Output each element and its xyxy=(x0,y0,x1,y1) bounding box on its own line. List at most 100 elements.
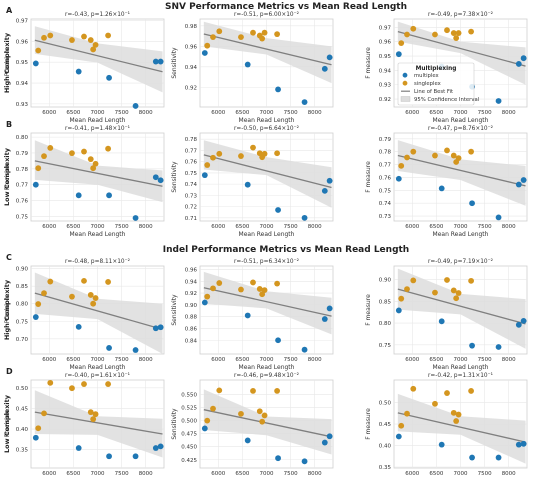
singleplex-point xyxy=(404,31,410,38)
y-tick-label: 0.74 xyxy=(185,182,198,188)
x-tick-label: 6500 xyxy=(429,471,443,477)
x-tick-label: 7000 xyxy=(454,110,468,116)
singleplex-point xyxy=(92,295,99,301)
x-tick-label: 6000 xyxy=(211,110,225,116)
singleplex-point xyxy=(250,144,256,151)
x-tick-label: 8000 xyxy=(502,110,516,116)
y-tick-label: 0.96 xyxy=(185,267,198,273)
panel-a-f-measure: 0.92 0.93 0.94 0.95 0.96 0.97 6000 6500 7000 7500… xyxy=(365,11,528,124)
legend-singleplex-swatch xyxy=(402,80,408,86)
x-axis-label: Mean Read Length xyxy=(433,231,489,238)
panel-letter: B xyxy=(6,120,12,129)
y-tick-label: 0.93 xyxy=(16,102,29,108)
multiplex-point xyxy=(75,445,82,451)
panel-b-precision: 0.75 0.76 0.77 0.78 0.79 0.80 6000 6500 7000 7500… xyxy=(3,120,165,238)
x-tick-label: 7000 xyxy=(91,357,105,363)
multiplex-point xyxy=(157,177,164,184)
stat-label: r=-0.40, p=1.61×10⁻¹ xyxy=(65,372,130,379)
y-tick-label: 0.79 xyxy=(16,151,29,157)
panel-b-f-measure: 0.73 0.74 0.75 0.76 0.77 0.78 0.79 6000 6500 7000… xyxy=(365,125,528,238)
multiplex-point xyxy=(495,454,502,461)
x-tick-label: 6500 xyxy=(429,224,443,230)
x-tick-label: 7000 xyxy=(260,357,274,363)
multiplex-point xyxy=(32,314,39,320)
confidence-band xyxy=(397,268,526,349)
best-fit-line xyxy=(34,292,163,330)
x-tick-label: 6500 xyxy=(66,224,80,230)
multiplex-point xyxy=(244,312,251,319)
y-tick-label: 0.92 xyxy=(185,85,197,91)
singleplex-point xyxy=(47,32,54,39)
singleplex-point xyxy=(453,295,460,302)
x-axis-label: Mean Read Length xyxy=(239,231,295,238)
singleplex-point xyxy=(432,152,438,159)
x-tick-label: 6500 xyxy=(235,110,249,116)
singleplex-point xyxy=(410,385,417,392)
multiplex-point xyxy=(395,175,402,182)
singleplex-point xyxy=(210,154,216,161)
y-tick-label: 0.425 xyxy=(181,458,197,464)
y-tick-label: 0.40 xyxy=(16,427,29,433)
singleplex-point xyxy=(87,156,94,163)
y-tick-label: 0.73 xyxy=(379,214,392,220)
singleplex-point xyxy=(238,34,244,41)
x-tick-label: 8000 xyxy=(308,357,322,363)
multiplex-point xyxy=(106,345,112,351)
singleplex-point xyxy=(69,293,75,300)
y-tick-label: 0.96 xyxy=(185,44,198,50)
multiplex-point xyxy=(520,55,527,62)
panel-c-sensitivity: 0.84 0.86 0.88 0.90 0.92 0.94 0.96 6000 6500 7000… xyxy=(171,258,334,371)
confidence-band xyxy=(203,271,332,335)
stat-label: r=-0.41, p=1.48×10⁻¹ xyxy=(65,125,130,132)
singleplex-point xyxy=(90,300,97,307)
y-axis-label: F measure xyxy=(365,47,372,79)
best-fit-line xyxy=(397,31,526,67)
x-tick-label: 8000 xyxy=(139,110,153,116)
panel-d-precision: 0.35 0.40 0.45 0.50 6000 6500 7000 7500 8000 r=-0… xyxy=(3,367,165,477)
x-tick-label: 6500 xyxy=(235,357,249,363)
y-tick-label: 0.75 xyxy=(379,188,392,194)
y-tick-label: 0.45 xyxy=(379,422,392,428)
confidence-band xyxy=(397,140,526,206)
multiplex-point xyxy=(469,200,475,207)
y-tick-label: 0.76 xyxy=(185,160,198,166)
singleplex-point xyxy=(274,280,281,287)
multiplex-point xyxy=(132,347,139,353)
confidence-band xyxy=(397,393,526,464)
singleplex-point xyxy=(261,287,268,294)
singleplex-point xyxy=(69,385,75,392)
singleplex-point xyxy=(41,410,47,417)
y-tick-label: 0.77 xyxy=(379,163,392,169)
x-tick-label: 6500 xyxy=(66,110,80,116)
multiplex-point xyxy=(106,453,112,460)
legend-item-label: multiplex xyxy=(414,73,439,79)
y-tick-label: 0.500 xyxy=(181,419,197,425)
y-tick-label: 0.40 xyxy=(379,444,392,450)
y-tick-label: 0.85 xyxy=(379,299,392,305)
row-label: High Complexity xyxy=(3,279,11,340)
singleplex-point xyxy=(404,286,410,293)
y-tick-label: 0.97 xyxy=(16,18,29,24)
y-tick-label: 0.76 xyxy=(379,175,392,181)
panel-letter: A xyxy=(6,6,13,15)
singleplex-point xyxy=(69,150,75,157)
x-tick-label: 7000 xyxy=(91,224,105,230)
y-tick-label: 0.77 xyxy=(185,148,198,154)
singleplex-point xyxy=(92,41,99,48)
multiplex-point xyxy=(275,337,281,344)
singleplex-point xyxy=(410,25,417,32)
singleplex-point xyxy=(398,295,405,302)
x-axis-label: Mean Read Length xyxy=(70,364,126,371)
legend-box xyxy=(397,62,475,106)
multiplex-point xyxy=(32,181,39,188)
x-tick-label: 8000 xyxy=(308,471,322,477)
singleplex-point xyxy=(432,289,438,296)
multiplex-point xyxy=(326,54,333,61)
singleplex-point xyxy=(210,285,216,292)
multiplex-point xyxy=(152,58,159,65)
x-axis-label: Mean Read Length xyxy=(433,364,489,371)
stat-label: r=-0.48, p=8.11×10⁻² xyxy=(65,258,130,265)
singleplex-point xyxy=(41,153,47,160)
